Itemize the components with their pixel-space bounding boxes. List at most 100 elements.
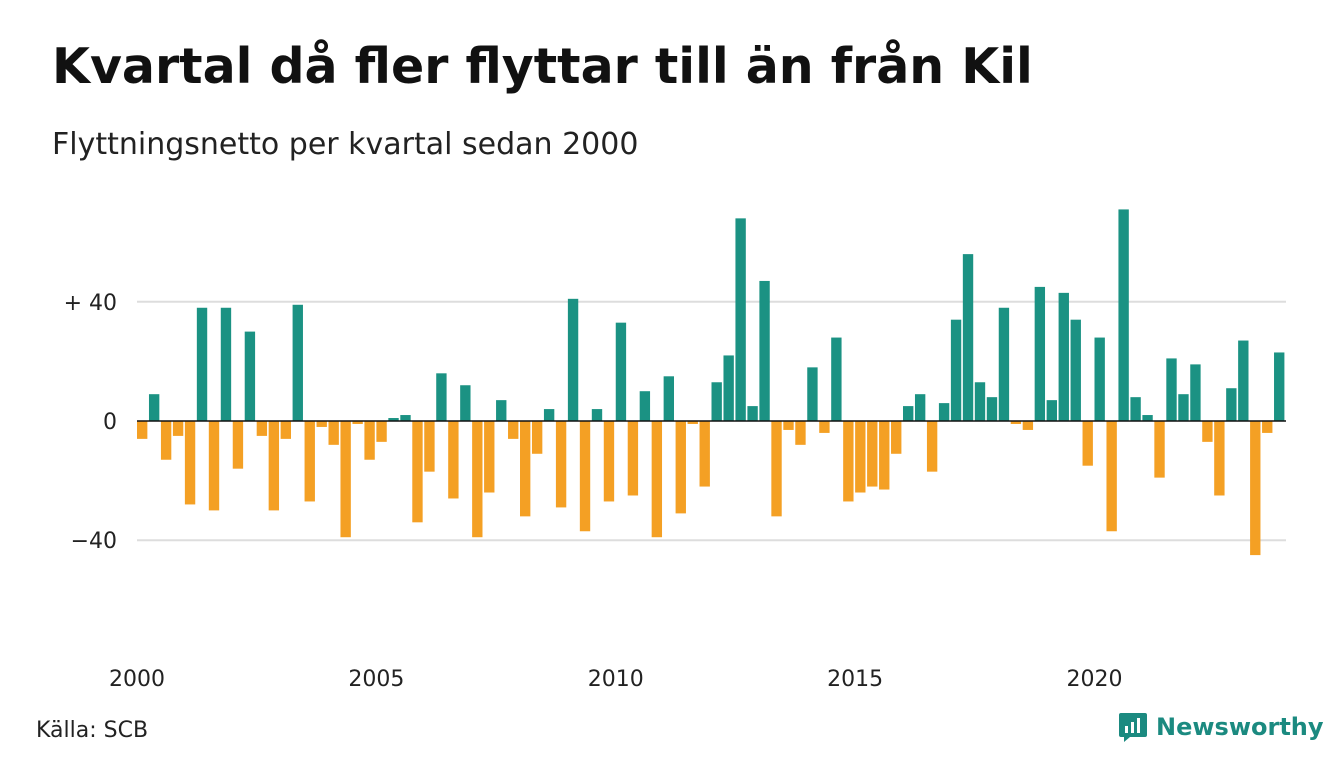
bar <box>1166 358 1177 421</box>
bar <box>867 421 878 487</box>
bar <box>472 421 483 538</box>
bar <box>543 409 555 421</box>
bar <box>1250 421 1261 556</box>
bar <box>759 280 770 421</box>
bar <box>220 307 232 421</box>
bar <box>699 421 710 487</box>
bar <box>831 337 842 421</box>
x-tick-label: 2015 <box>827 667 883 692</box>
bar <box>723 355 734 421</box>
bar <box>340 421 351 538</box>
bar-series <box>137 209 1285 556</box>
bar <box>1178 394 1189 421</box>
bar-chart: + 40 0 −40 2000 2005 2010 2015 2020 <box>64 209 1286 692</box>
bar <box>448 421 459 499</box>
x-tick-label: 2000 <box>109 667 165 692</box>
bar <box>1046 400 1057 421</box>
bar <box>747 406 758 421</box>
bar <box>962 254 974 421</box>
bar <box>735 218 746 421</box>
bar <box>531 421 543 454</box>
bar <box>1202 421 1213 442</box>
bar <box>172 421 184 436</box>
bar <box>208 421 220 511</box>
bar <box>1190 364 1201 421</box>
bar <box>711 382 722 421</box>
bar <box>196 307 208 421</box>
bar <box>520 421 531 517</box>
y-tick-label: 0 <box>103 410 117 435</box>
bar <box>591 409 603 421</box>
bar <box>436 373 447 421</box>
bar <box>256 421 268 436</box>
chart-subtitle: Flyttningsnetto per kvartal sedan 2000 <box>52 127 639 162</box>
bar <box>1226 388 1237 421</box>
bar <box>484 421 495 493</box>
bar <box>843 421 854 502</box>
brand-logo: Newsworthy <box>1118 711 1324 743</box>
bar <box>879 421 890 490</box>
bar <box>1034 286 1046 421</box>
bar <box>160 421 172 460</box>
bar <box>148 394 160 421</box>
bar <box>280 421 291 439</box>
bar <box>496 400 507 421</box>
bar <box>268 421 280 511</box>
bar <box>771 421 782 517</box>
bar <box>1142 415 1153 421</box>
bar <box>579 421 591 532</box>
bar <box>400 415 411 421</box>
x-axis-labels: 2000 2005 2010 2015 2020 <box>109 667 1123 692</box>
source-note: Källa: SCB <box>36 718 149 743</box>
bar <box>950 319 962 421</box>
bar <box>603 421 615 502</box>
bar <box>926 421 938 472</box>
bar <box>819 421 830 433</box>
bar <box>663 376 674 421</box>
bar <box>1022 421 1034 430</box>
bar <box>364 421 375 460</box>
x-tick-label: 2020 <box>1067 667 1123 692</box>
bar <box>783 421 794 430</box>
bar <box>1082 421 1093 466</box>
bar <box>998 307 1010 421</box>
bar <box>292 304 303 421</box>
bar <box>1274 352 1285 421</box>
bar <box>639 391 651 421</box>
bar <box>687 421 698 424</box>
x-tick-label: 2005 <box>348 667 404 692</box>
bar <box>627 421 639 496</box>
bar <box>891 421 902 454</box>
bar <box>855 421 866 493</box>
y-axis-labels: + 40 0 −40 <box>64 291 117 554</box>
bar <box>412 421 423 523</box>
bar <box>232 421 244 469</box>
bar <box>184 421 196 505</box>
bar <box>651 421 663 538</box>
bar <box>675 421 686 514</box>
bar <box>807 367 818 421</box>
y-tick-label: + 40 <box>64 291 117 316</box>
grid-lines <box>137 300 1286 542</box>
chart-title: Kvartal då fler flyttar till än från Kil <box>52 38 1033 95</box>
bar <box>1130 397 1141 421</box>
bar <box>1010 421 1022 424</box>
bar <box>424 421 435 472</box>
bar <box>244 331 256 421</box>
bar <box>1154 421 1165 478</box>
bar <box>328 421 339 445</box>
bar <box>137 421 148 439</box>
bar <box>1058 292 1069 421</box>
bar <box>460 385 471 421</box>
bar <box>615 322 627 421</box>
newsworthy-logo-icon <box>1119 713 1147 742</box>
bar <box>508 421 519 439</box>
bar <box>567 298 579 421</box>
bar <box>795 421 806 445</box>
bar <box>938 403 950 421</box>
bar <box>1118 209 1129 421</box>
brand-name: Newsworthy <box>1156 713 1324 741</box>
bar <box>388 418 399 421</box>
bar <box>914 394 926 421</box>
y-tick-label: −40 <box>71 529 117 554</box>
